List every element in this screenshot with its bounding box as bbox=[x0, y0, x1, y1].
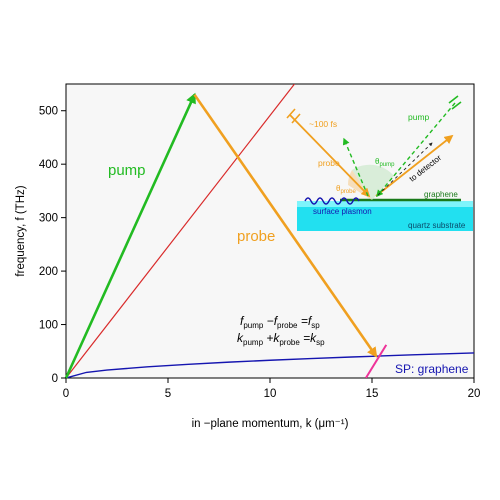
x-tick-label: 5 bbox=[165, 388, 171, 400]
pump-arrow bbox=[64, 92, 196, 379]
theta-pump-label: θpump bbox=[375, 157, 395, 168]
frequency-equation: fpump −fprobe =fsp bbox=[240, 314, 320, 330]
sp-resonance-marker bbox=[365, 344, 388, 378]
y-tick-label: 0 bbox=[52, 373, 58, 385]
inset-probe-label: probe bbox=[318, 158, 340, 168]
sp-graphene-label: SP: graphene bbox=[395, 362, 469, 376]
x-axis-label: in −plane momentum, k (μm⁻¹) bbox=[192, 418, 349, 430]
graphene-label: graphene bbox=[424, 190, 458, 199]
probe-pulse-icon bbox=[286, 108, 301, 124]
probe-beam-in bbox=[289, 114, 371, 198]
y-tick-label: 300 bbox=[39, 213, 58, 225]
x-tick-label: 15 bbox=[366, 388, 379, 400]
y-tick-label: 500 bbox=[39, 106, 58, 118]
inset-pump-label: pump bbox=[408, 112, 430, 122]
pump-beam-in bbox=[376, 102, 456, 198]
x-tick-label: 20 bbox=[468, 388, 481, 400]
theta-probe-label: θprobe bbox=[336, 184, 356, 195]
light-line bbox=[66, 84, 295, 378]
y-tick-label: 200 bbox=[39, 266, 58, 278]
substrate-top-edge bbox=[297, 201, 473, 207]
quartz-substrate-label: quartz substrate bbox=[408, 221, 466, 230]
y-axis-label: frequency, f (THz) bbox=[15, 185, 27, 276]
x-tick-label: 10 bbox=[264, 388, 277, 400]
surface-plasmon-label: surface plasmon bbox=[313, 207, 372, 216]
surface-plasmon-wave bbox=[304, 197, 360, 205]
theta-pump-arc bbox=[352, 164, 394, 200]
probe-arrow bbox=[193, 93, 378, 358]
pump-beam-out bbox=[342, 137, 369, 197]
probe-beam-out bbox=[375, 134, 454, 197]
pump-pulse-icon bbox=[448, 95, 462, 110]
momentum-equation: kpump +kprobe =ksp bbox=[237, 331, 325, 347]
pump-label: pump bbox=[108, 162, 146, 179]
probe-label: probe bbox=[237, 228, 275, 245]
x-tick-label: 0 bbox=[63, 388, 69, 400]
y-tick-label: 400 bbox=[39, 159, 58, 171]
pulse-duration-label: ~100 fs bbox=[309, 119, 337, 129]
y-tick-label: 100 bbox=[39, 320, 58, 332]
sp-dispersion-curve bbox=[66, 352, 474, 378]
detector-beam bbox=[377, 142, 433, 196]
